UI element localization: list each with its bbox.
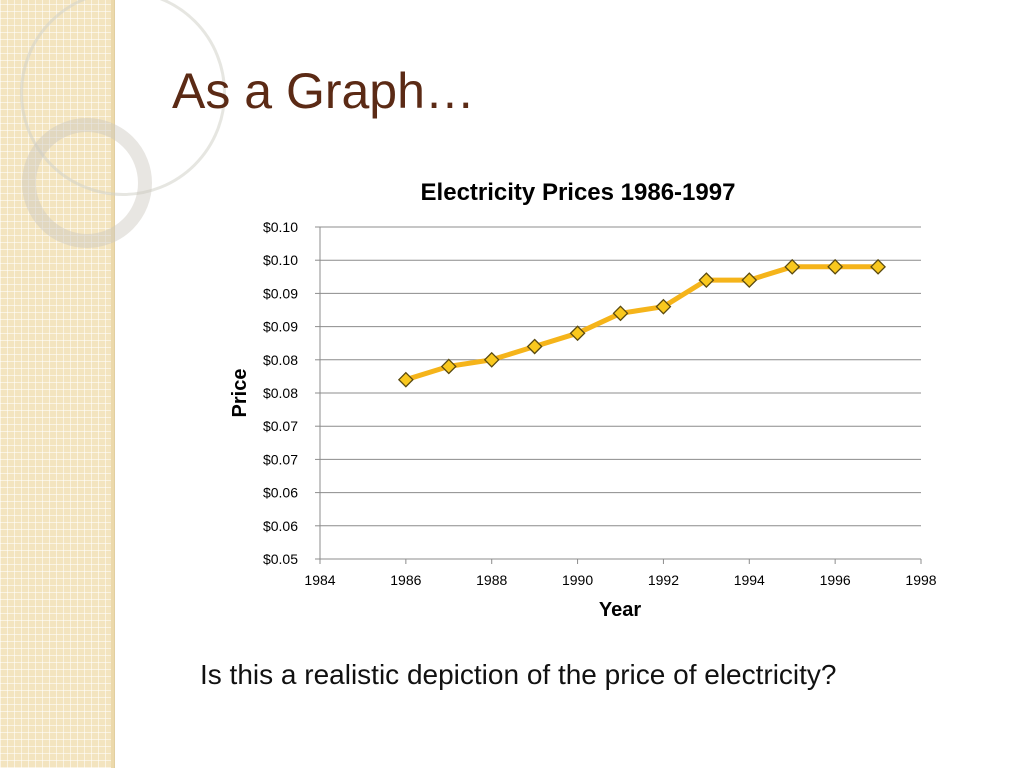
slide-caption: Is this a realistic depiction of the pri… [200,659,837,690]
y-tick-label: $0.10 [263,219,298,235]
chart-title: Electricity Prices 1986-1997 [421,179,736,206]
data-point-marker [827,258,844,275]
sidebar-pattern [0,0,115,768]
x-tick-label: 1996 [820,572,851,588]
x-axis-label: Year [599,599,641,621]
y-tick-label: $0.07 [263,451,298,467]
y-tick-label: $0.06 [263,485,298,501]
y-tick-label: $0.08 [263,352,298,368]
slide-title: As a Graph… [172,63,475,119]
series-electricity-price [397,258,886,388]
y-tick-label: $0.05 [263,551,298,567]
data-point-marker [526,338,543,355]
y-axis-label: Price [229,369,251,418]
x-tick-label: 1998 [905,572,936,588]
y-tick-label: $0.09 [263,285,298,301]
x-tick-label: 1990 [562,572,593,588]
gridlines [320,226,921,527]
data-point-marker [440,358,457,375]
axes [315,226,922,564]
series-line [403,264,881,383]
data-point-marker [741,272,758,289]
data-point-marker [397,371,414,388]
x-tick-label: 1992 [648,572,679,588]
data-point-marker [569,325,586,342]
data-point-marker [612,305,629,322]
tick-labels: $0.05 $0.06 $0.06 $0.07 $0.07 $0.08 $0.08 $0.09… [263,219,937,588]
y-tick-label: $0.09 [263,319,298,335]
data-point-marker [870,258,886,275]
data-point-marker [698,272,715,289]
data-point-marker [784,258,801,275]
y-tick-label: $0.10 [263,252,298,268]
y-tick-label: $0.07 [263,418,298,434]
data-point-marker [655,298,672,315]
x-tick-label: 1988 [476,572,507,588]
x-tick-label: 1994 [734,572,765,588]
x-tick-label: 1986 [390,572,421,588]
x-tick-label: 1984 [304,572,335,588]
y-tick-label: $0.06 [263,518,298,534]
data-point-marker [483,351,500,368]
y-tick-label: $0.08 [263,385,298,401]
